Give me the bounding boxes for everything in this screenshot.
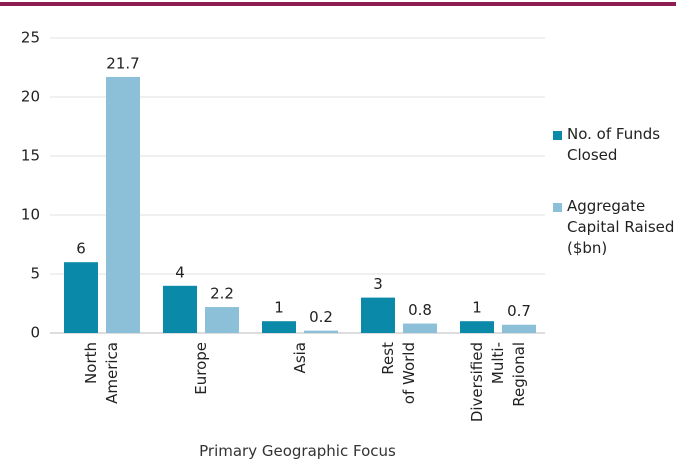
bar <box>262 321 296 333</box>
bar <box>64 262 98 333</box>
x-tick-label: Asia <box>290 342 309 374</box>
y-tick-label: 20 <box>21 88 40 106</box>
value-label: 6 <box>76 240 86 258</box>
bar <box>361 297 395 333</box>
bar <box>460 321 494 333</box>
legend-swatch <box>553 203 562 212</box>
bar <box>205 307 239 333</box>
y-tick-label: 15 <box>21 147 40 165</box>
bar <box>304 330 338 333</box>
x-axis-title: Primary Geographic Focus <box>199 442 396 460</box>
bar <box>403 323 437 333</box>
value-label: 2.2 <box>210 285 234 303</box>
top-rule <box>0 2 676 6</box>
legend-swatch <box>553 131 562 140</box>
x-tick-label: North America <box>82 342 121 404</box>
bar <box>163 285 197 333</box>
value-label: 4 <box>175 263 185 281</box>
value-label: 3 <box>373 275 383 293</box>
x-tick-label: Rest of World <box>379 342 418 405</box>
x-tick-label: Europe <box>191 342 210 395</box>
x-tick-label: Diversified Multi- Regional <box>467 342 528 423</box>
y-tick-label: 5 <box>30 265 40 283</box>
value-label: 21.7 <box>106 54 139 72</box>
y-tick-label: 25 <box>21 29 40 47</box>
value-label: 0.7 <box>507 302 531 320</box>
y-tick-label: 0 <box>30 324 40 342</box>
legend-entry: Aggregate Capital Raised ($bn) <box>553 196 688 259</box>
value-label: 0.2 <box>309 308 333 326</box>
y-tick-label: 10 <box>21 206 40 224</box>
legend-entry: No. of Funds Closed <box>553 124 688 166</box>
value-label: 1 <box>274 299 284 317</box>
bar <box>502 324 536 333</box>
bar <box>106 76 140 333</box>
value-label: 0.8 <box>408 301 432 319</box>
value-label: 1 <box>472 299 482 317</box>
